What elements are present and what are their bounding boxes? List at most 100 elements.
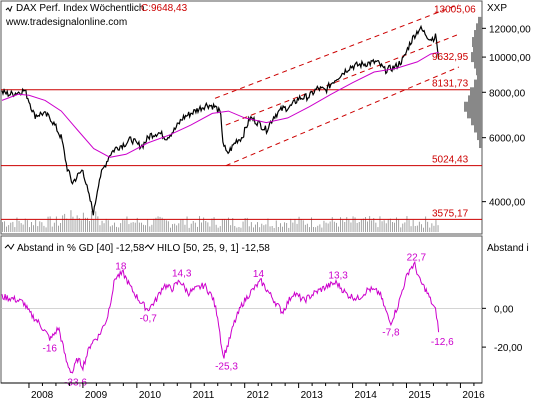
volume-bar — [170, 227, 171, 232]
indicator-axis-title: Abstand i — [487, 243, 529, 254]
volume-bar — [369, 216, 371, 232]
indicator-legend-1: Abstand in % GD [40] -12,58 — [17, 243, 145, 254]
y-tick-label: 6000,00 — [489, 134, 526, 145]
volume-bar — [124, 220, 126, 232]
volume-bar — [387, 219, 389, 232]
volume-bar — [174, 223, 176, 232]
volume-bar — [358, 222, 360, 232]
volume-bar — [224, 219, 225, 232]
volume-bar — [49, 216, 51, 232]
volume-bar — [41, 222, 43, 232]
volume-bar — [354, 217, 356, 232]
volume-bar — [265, 224, 267, 232]
volume-bar — [138, 222, 140, 232]
volume-bar — [70, 210, 72, 232]
volume-bar — [66, 218, 68, 232]
volume-bar — [197, 226, 198, 232]
volume-bar — [257, 222, 258, 232]
volume-bar — [275, 220, 277, 232]
volume-bar — [348, 219, 350, 232]
extreme-label: 22,7 — [407, 252, 427, 263]
volume-bar — [373, 218, 375, 232]
time-x-axis: 2008 2009 2010 2011 2012 2013 2014 2015 2016 — [1, 382, 485, 401]
volume-bar — [109, 226, 111, 232]
volume-bar — [145, 225, 146, 232]
volume-bar — [333, 221, 335, 232]
volume-bar — [375, 222, 377, 232]
volume-bar — [352, 216, 354, 232]
volume-bar — [64, 213, 66, 232]
volume-bar — [304, 224, 306, 232]
volume-bar — [35, 219, 37, 232]
volume-bar — [433, 225, 435, 232]
volume-bar — [62, 215, 64, 232]
volume-bar — [267, 218, 269, 232]
y-tick-label: 8000,00 — [489, 88, 526, 99]
volume-bar — [178, 223, 180, 232]
price-y-axis: 12000,00 10000,00 8000,00 6000,00 4000,00 — [464, 16, 531, 209]
volume-bar — [39, 221, 41, 232]
volume-bar — [377, 227, 379, 232]
trend-channel — [214, 3, 460, 167]
volume-bar — [288, 227, 290, 232]
volume-bar — [228, 217, 229, 232]
volume-bar — [271, 226, 273, 232]
chart-interval: Wöchentlich — [90, 3, 144, 14]
volume-bar — [250, 222, 252, 232]
profile-bar — [473, 44, 482, 55]
indicator-series-group — [1, 260, 482, 374]
channel-line-lower — [225, 66, 460, 167]
y-tick-label: 12000,00 — [489, 24, 531, 35]
volume-bar — [263, 225, 265, 232]
volume-bar — [389, 218, 391, 232]
volume-bar — [172, 224, 173, 232]
volume-bar — [72, 216, 74, 232]
channel-line-upper — [214, 3, 460, 99]
volume-bar — [261, 223, 263, 232]
volume-bar — [211, 218, 213, 232]
volume-bar — [244, 218, 246, 232]
volume-bar — [118, 227, 120, 232]
volume-bar — [350, 222, 352, 232]
price-series-group — [1, 24, 440, 216]
volume-bar — [89, 221, 90, 232]
volume-bar — [58, 225, 59, 232]
extreme-label: -16 — [43, 343, 58, 354]
volume-bar — [421, 224, 422, 232]
volume-bar — [290, 218, 292, 232]
volume-bar — [340, 217, 341, 232]
volume-bar — [141, 222, 142, 232]
x-tick-label: 2011 — [193, 390, 215, 400]
volume-bar — [240, 227, 242, 232]
x-tick-label: 2016 — [462, 390, 485, 400]
level-label: 5024,43 — [432, 155, 469, 166]
volume-bar — [408, 220, 410, 232]
volume-bar — [18, 220, 20, 232]
volume-bar — [16, 217, 18, 232]
volume-bar — [338, 226, 339, 232]
volume-bar — [194, 222, 196, 232]
volume-bar — [157, 216, 159, 232]
volume-bar — [55, 216, 57, 232]
volume-bar — [116, 226, 117, 232]
volume-bar — [201, 222, 202, 232]
extreme-label: 13,3 — [328, 271, 348, 282]
volume-bar — [114, 222, 115, 232]
volume-bar — [280, 223, 281, 232]
volume-bar — [31, 222, 32, 232]
volume-bar — [356, 223, 358, 232]
volume-bar — [60, 223, 61, 232]
volume-bar — [87, 217, 88, 232]
volume-bar — [24, 218, 26, 232]
volume-bar — [400, 227, 402, 232]
volume-bar — [325, 222, 327, 232]
profile-bar — [477, 130, 482, 141]
volume-bar — [207, 222, 209, 232]
volume-bar — [91, 210, 93, 232]
volume-bar — [286, 223, 288, 232]
average-line — [1, 51, 439, 158]
volume-bar — [176, 225, 178, 232]
volume-bar — [277, 227, 279, 232]
